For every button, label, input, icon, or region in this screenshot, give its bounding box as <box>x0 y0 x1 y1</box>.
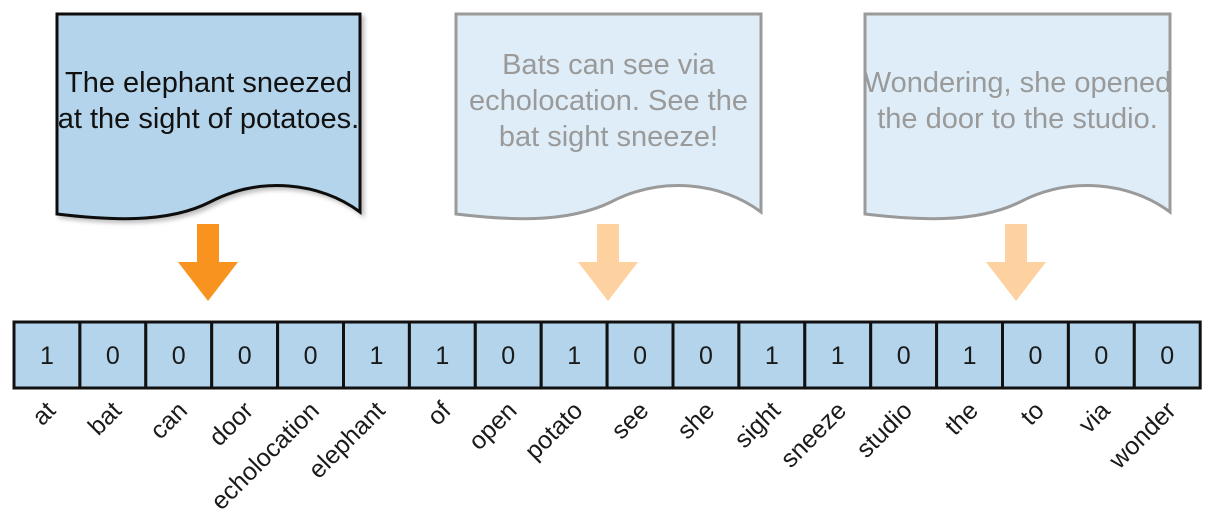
vector-cell-value: 0 <box>633 342 647 370</box>
vector-cell-box <box>539 320 609 390</box>
document-text-line: the door to the studio. <box>877 103 1158 135</box>
vector-cell-value: 0 <box>304 342 318 370</box>
vocabulary-word: the <box>939 396 983 440</box>
vocabulary-word: of <box>422 396 457 431</box>
document-shape <box>863 12 1172 221</box>
vector-cell: 1 <box>12 320 82 390</box>
vector-cell: 0 <box>1001 320 1070 390</box>
vocabulary-word: at <box>27 396 62 431</box>
vector-cell-box <box>869 320 939 390</box>
vector-cell-value: 0 <box>172 342 186 370</box>
document-shape <box>454 12 763 221</box>
document-2: Bats can see via echolocation. See the bat… <box>454 12 763 221</box>
vector-cell: 0 <box>1066 320 1136 390</box>
vector-cell: 1 <box>342 320 411 390</box>
vector-cell-value: 0 <box>1160 342 1174 370</box>
vector-cell: 0 <box>276 320 346 390</box>
vocabulary-word: can <box>145 396 193 444</box>
vector-cell-value: 0 <box>897 342 911 370</box>
document-3: Wondering, she opened the door to the stu… <box>863 12 1172 221</box>
vector-cell: 0 <box>1132 320 1202 390</box>
vector-cell: 0 <box>144 320 214 390</box>
vocabulary-word: see <box>606 396 654 444</box>
vector-cell: 0 <box>869 320 939 390</box>
vector-cell: 1 <box>737 320 807 390</box>
down-arrow-icon <box>578 224 638 301</box>
vector-cell-box <box>935 320 1004 390</box>
document-text-line: The elephant sneezed <box>65 67 352 99</box>
document-text-line: bat sight sneeze! <box>499 121 718 153</box>
document-text-line: echolocation. See the <box>469 85 748 117</box>
vocabulary-word: via <box>1073 396 1115 438</box>
document-text-line: at the sight of potatoes. <box>58 103 359 135</box>
vector-cell-value: 0 <box>699 342 713 370</box>
vocabulary-word: potato <box>519 396 588 465</box>
vector-cell-value: 1 <box>435 342 449 370</box>
vector-cell-value: 0 <box>238 342 252 370</box>
document-text-line: Wondering, she opened <box>864 67 1171 99</box>
vector-cell-box <box>803 320 873 390</box>
vector-cell-box <box>407 320 477 390</box>
vector-cell-value: 1 <box>831 342 845 370</box>
vocabulary-word: wonder <box>1103 396 1181 474</box>
vector-cell-box <box>1001 320 1070 390</box>
vocabulary-word: open <box>463 396 522 455</box>
vocabulary-word: sneeze <box>775 396 852 473</box>
vector-cell: 0 <box>473 320 543 390</box>
vector-cell: 0 <box>671 320 741 390</box>
vector-cell: 0 <box>78 320 148 390</box>
vector-cell: 1 <box>407 320 477 390</box>
vector-cell-value: 1 <box>40 342 54 370</box>
vector-cell: 0 <box>605 320 675 390</box>
vector-cell-value: 0 <box>1094 342 1108 370</box>
vector-cell-value: 1 <box>369 342 383 370</box>
vector-cell-box <box>737 320 807 390</box>
vocabulary-word: sight <box>729 396 786 453</box>
vector-cell-value: 1 <box>567 342 581 370</box>
vector-cell-value: 0 <box>1028 342 1042 370</box>
count-vector: 1 0 0 0 0 1 1 0 1 0 0 1 1 0 1 0 0 0 <box>12 320 1202 390</box>
vector-cell: 1 <box>803 320 873 390</box>
vector-cell-value: 0 <box>501 342 515 370</box>
vector-cell-box <box>671 320 741 390</box>
documents: The elephant sneezed at the sight of pota… <box>55 12 1172 221</box>
vector-cell: 1 <box>539 320 609 390</box>
document-text-line: Bats can see via <box>502 49 716 81</box>
vector-cell: 0 <box>210 320 280 390</box>
vector-cell-value: 1 <box>963 342 977 370</box>
document-1: The elephant sneezed at the sight of pota… <box>55 12 362 221</box>
vocabulary-word: door <box>204 396 259 451</box>
down-arrow-icon <box>178 224 238 301</box>
down-arrow-icon <box>986 224 1046 301</box>
vocabulary-word: bat <box>83 396 127 440</box>
vocabulary-word: studio <box>851 396 918 463</box>
vocabulary-word: to <box>1015 396 1050 431</box>
vector-cell-box <box>12 320 82 390</box>
arrows <box>178 224 1046 301</box>
document-shape <box>55 12 362 221</box>
vector-cell-box <box>78 320 148 390</box>
vector-cell-value: 1 <box>765 342 779 370</box>
vector-cell-box <box>1066 320 1136 390</box>
vector-cell-box <box>342 320 411 390</box>
vector-cell-box <box>473 320 543 390</box>
vector-cell-box <box>1132 320 1202 390</box>
vocabulary-word: she <box>672 396 720 444</box>
vector-cell-value: 0 <box>106 342 120 370</box>
vector-cell: 1 <box>935 320 1004 390</box>
